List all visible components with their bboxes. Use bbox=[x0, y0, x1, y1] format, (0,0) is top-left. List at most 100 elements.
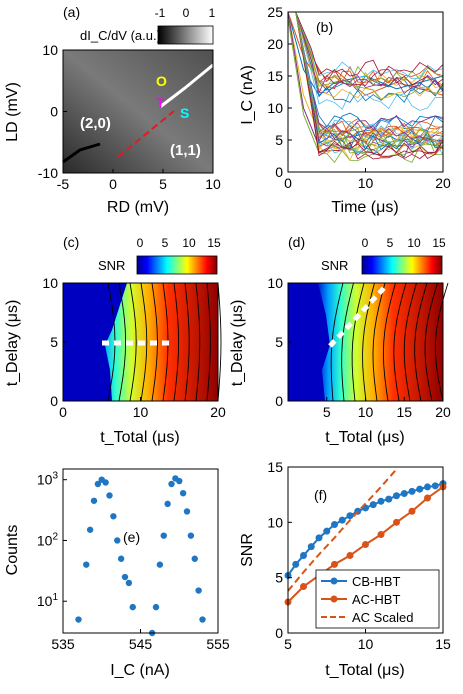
panel-e-point bbox=[121, 573, 129, 581]
panel-e-point bbox=[94, 480, 102, 488]
panel-e-ticks: 535 545 555 101 102 103 bbox=[37, 471, 230, 652]
panel-b-trace bbox=[288, 11, 444, 90]
panel-f-point-0 bbox=[424, 483, 431, 491]
panel-c-cb-tick-0: 0 bbox=[137, 236, 144, 250]
contours-c-line bbox=[173, 282, 180, 402]
panel-a-ytick-2: 10 bbox=[42, 42, 58, 58]
panel-d-label: (d) bbox=[288, 234, 305, 250]
panel-d-colorbar-label: SNR bbox=[321, 258, 348, 273]
panel-b-trace bbox=[288, 11, 444, 86]
panel-f-point-0 bbox=[385, 495, 393, 503]
panel-c-cb-tick-1: 5 bbox=[162, 236, 169, 250]
panel-a-upper-line bbox=[159, 63, 214, 109]
panel-c-xtick-2: 20 bbox=[210, 404, 226, 420]
panel-b-xlabel: Time (μs) bbox=[331, 199, 398, 216]
panel-a-cb-tick-0: -1 bbox=[155, 6, 166, 20]
panel-a-ytick-0: -10 bbox=[38, 165, 58, 181]
panel-d-ytick-2: 10 bbox=[267, 275, 283, 291]
panel-c-colorbar-label: SNR bbox=[98, 258, 125, 273]
panel-c: SNR 0 5 10 15 (c) t_Total (μs) t_Delay (… bbox=[4, 234, 226, 446]
panel-e-point bbox=[191, 555, 198, 562]
panel-e-point bbox=[117, 555, 125, 562]
panel-a-detuning-axis bbox=[117, 110, 175, 158]
panel-a-heatmap bbox=[63, 50, 213, 173]
panel-f-point-1 bbox=[331, 560, 338, 568]
panel-b-trace bbox=[288, 11, 444, 151]
panel-d-xtick-2: 15 bbox=[396, 404, 412, 420]
panel-f-line-0 bbox=[287, 482, 444, 577]
panel-b-ytick-2: 10 bbox=[267, 100, 283, 116]
panel-f: (f) CB-HBT AC-HBT AC Scaled t_Total (μs)… bbox=[239, 459, 451, 679]
panel-e-point bbox=[129, 603, 136, 611]
panel-c-xlabel: t_Total (μs) bbox=[100, 429, 179, 446]
panel-b-xtick-1: 10 bbox=[358, 175, 374, 191]
legend-cb-label: CB-HBT bbox=[352, 574, 400, 589]
panel-b-ytick-4: 20 bbox=[267, 36, 283, 52]
panel-b-trace bbox=[288, 11, 444, 80]
panel-e-point bbox=[187, 532, 195, 539]
panel-a-ticks: -5 0 5 10 -10 0 10 bbox=[38, 42, 221, 192]
panel-f-point-1 bbox=[300, 583, 307, 591]
panel-c-ticks: 0 10 20 0 5 10 bbox=[42, 275, 226, 420]
panel-b-ytick-5: 25 bbox=[267, 4, 283, 20]
panel-d-xlabel: t_Total (μs) bbox=[325, 429, 404, 446]
panel-d-xtick-0: 5 bbox=[323, 404, 331, 420]
panel-e-point bbox=[110, 513, 117, 520]
panel-a-ylabel: LD (mV) bbox=[4, 82, 21, 142]
panel-d-xtick-1: 10 bbox=[358, 404, 374, 420]
contours-d-line bbox=[362, 282, 375, 402]
panel-b-trace bbox=[288, 11, 444, 133]
panel-e-point bbox=[83, 561, 90, 568]
contours-c-line bbox=[195, 282, 201, 402]
panel-b-trace bbox=[288, 11, 444, 100]
panel-b-trace bbox=[288, 11, 444, 95]
panel-e-point bbox=[125, 579, 133, 587]
panel-f-point-1 bbox=[408, 507, 416, 515]
panel-c-ylabel: t_Delay (μs) bbox=[4, 300, 21, 387]
panel-a-annotation-s: S bbox=[180, 105, 189, 121]
panel-e-point bbox=[195, 587, 202, 594]
panel-a-xlabel: RD (mV) bbox=[107, 199, 169, 216]
panel-f-point-0 bbox=[315, 534, 323, 542]
contours-d-line bbox=[424, 282, 438, 402]
panel-a-ytick-1: 0 bbox=[50, 104, 58, 120]
panel-d-colorbar bbox=[361, 255, 443, 275]
panel-b-ylabel: I_C (nA) bbox=[239, 65, 256, 125]
panel-a-label: (a) bbox=[63, 4, 80, 20]
panel-f-line-2 bbox=[287, 468, 398, 592]
panel-e-ylabel: Counts bbox=[4, 525, 21, 576]
contours-c-line bbox=[206, 282, 211, 402]
panel-c-ytick-1: 5 bbox=[50, 334, 58, 350]
panel-e-point bbox=[164, 500, 171, 508]
panel-e-point bbox=[90, 497, 98, 504]
contours-d-line bbox=[414, 282, 428, 402]
panel-e-point bbox=[75, 616, 82, 623]
panel-b-trace bbox=[288, 11, 444, 77]
panel-c-cb-tick-2: 10 bbox=[182, 236, 196, 250]
panel-d-blue-region bbox=[288, 283, 330, 401]
panel-d-xtick-3: 20 bbox=[435, 404, 451, 420]
panel-f-point-1 bbox=[362, 540, 369, 548]
panel-b-label: (b) bbox=[316, 19, 333, 35]
panel-e-point bbox=[160, 532, 167, 539]
legend-cb-marker bbox=[330, 577, 338, 585]
panel-e-point bbox=[86, 526, 94, 533]
panel-c-colorbar bbox=[136, 255, 218, 275]
panel-a-annotation-o: O bbox=[156, 73, 167, 89]
panel-b-trace bbox=[288, 11, 444, 148]
panel-a-cb-tick-2: 1 bbox=[209, 6, 216, 20]
panel-e-point bbox=[199, 616, 206, 623]
panel-d-cb-tick-2: 10 bbox=[407, 236, 421, 250]
panel-c-xtick-1: 10 bbox=[133, 404, 149, 420]
panel-a-region-left: (2,0) bbox=[80, 115, 111, 132]
panel-f-ylabel: SNR bbox=[239, 533, 256, 567]
contours-d-line bbox=[403, 282, 417, 402]
contours-c-line bbox=[184, 282, 190, 402]
panel-f-xtick-2: 15 bbox=[435, 636, 451, 652]
panel-b-trace bbox=[288, 11, 444, 160]
panel-f-xtick-0: 5 bbox=[284, 636, 292, 652]
panel-c-ytick-0: 0 bbox=[50, 393, 58, 409]
panel-b-traces bbox=[287, 11, 444, 163]
panel-b-trace bbox=[288, 11, 444, 111]
